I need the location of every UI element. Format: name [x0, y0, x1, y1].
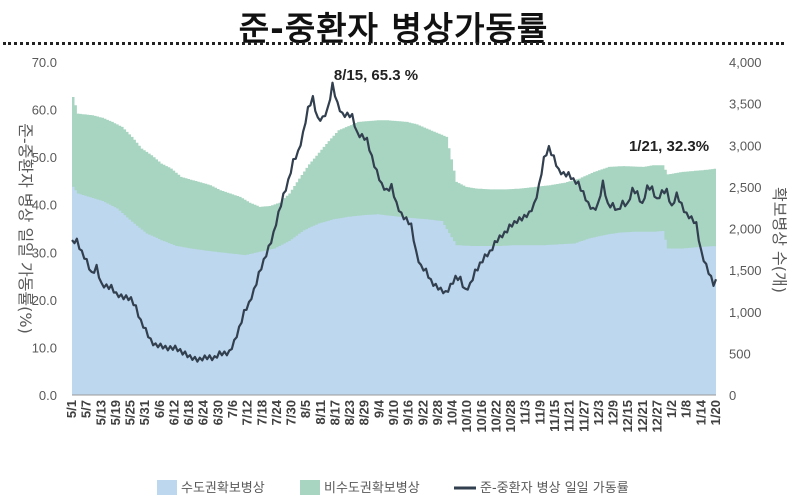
legend-label-capital: 수도권확보병상	[181, 481, 265, 496]
chart-title: 준-중환자 병상가동률	[238, 9, 549, 48]
y-left-tick-label: 70.0	[32, 55, 57, 70]
y-left-tick-label: 20.0	[32, 293, 57, 308]
x-tick-label: 10/16	[474, 400, 489, 433]
x-tick-label: 5/7	[79, 400, 94, 418]
x-tick-label: 12/3	[591, 400, 606, 425]
legend-swatch-noncapital	[300, 480, 320, 495]
x-tick-label: 5/1	[64, 400, 79, 418]
y-left-tick-label: 30.0	[32, 245, 57, 260]
y-right-tick-label: 4,000	[729, 55, 762, 70]
x-tick-label: 6/24	[196, 399, 211, 425]
x-tick-label: 9/16	[401, 400, 416, 425]
peak-annotation: 8/15, 65.3 %	[334, 67, 418, 84]
y-left-tick-label: 50.0	[32, 150, 57, 165]
x-tick-label: 8/11	[313, 400, 328, 425]
x-tick-label: 8/29	[357, 400, 372, 425]
x-tick-label: 7/12	[240, 400, 255, 425]
utilization-line	[71, 81, 718, 363]
x-tick-label: 6/30	[210, 400, 225, 425]
x-tick-label: 10/10	[459, 400, 474, 433]
x-tick-label: 6/12	[166, 400, 181, 425]
x-tick-label: 8/5	[298, 400, 313, 418]
x-tick-label: 11/21	[562, 400, 577, 432]
x-tick-label: 6/6	[152, 400, 167, 418]
x-tick-label: 8/23	[342, 400, 357, 425]
x-tick-label: 11/3	[518, 400, 533, 425]
x-tick-label: 7/24	[269, 399, 284, 425]
x-tick-label: 7/6	[225, 400, 240, 418]
x-tick-label: 10/22	[488, 400, 503, 433]
x-tick-label: 5/19	[108, 400, 123, 425]
x-tick-label: 1/20	[708, 400, 723, 425]
x-tick-label: 1/8	[679, 400, 694, 418]
x-tick-label: 10/28	[503, 400, 518, 433]
title-divider	[3, 42, 784, 45]
y-right-tick-label: 3,000	[729, 138, 762, 153]
legend-swatch-capital	[157, 480, 177, 495]
x-tick-label: 11/15	[547, 400, 562, 432]
y-left-axis-title: 준-중환자 병상 일일 가동률(%)	[16, 123, 35, 334]
x-tick-label: 9/28	[430, 400, 445, 425]
latest-annotation: 1/21, 32.3%	[629, 138, 709, 155]
x-tick-label: 6/18	[181, 400, 196, 425]
x-tick-label: 9/10	[386, 400, 401, 425]
y-right-axis-title: 확보병상 수(개)	[770, 187, 787, 293]
legend-label-noncapital: 비수도권확보병상	[324, 481, 420, 496]
y-right-tick-label: 2,500	[729, 180, 762, 195]
x-tick-label: 5/13	[93, 400, 108, 425]
y-left-tick-label: 10.0	[32, 340, 57, 355]
x-tick-label: 9/22	[415, 400, 430, 425]
x-tick-label: 7/30	[284, 400, 299, 425]
y-right-tick-label: 1,000	[729, 305, 762, 320]
y-right-tick-label: 0	[729, 388, 736, 403]
x-tick-label: 1/14	[693, 399, 708, 425]
x-tick-label: 10/4	[445, 399, 460, 425]
x-tick-label: 5/25	[123, 400, 138, 425]
y-left-tick-label: 60.0	[32, 103, 57, 118]
x-tick-label: 5/31	[137, 400, 152, 425]
y-right-tick-label: 500	[729, 346, 751, 361]
x-tick-label: 11/9	[532, 400, 547, 425]
x-tick-label: 11/27	[576, 400, 591, 432]
x-tick-label: 7/18	[254, 400, 269, 425]
x-tick-label: 1/2	[664, 400, 679, 418]
y-left-tick-label: 40.0	[32, 198, 57, 213]
x-tick-label: 12/21	[635, 400, 650, 433]
x-tick-label: 8/17	[327, 400, 342, 425]
x-tick-label: 12/9	[606, 400, 621, 425]
y-right-tick-label: 3,500	[729, 97, 762, 112]
x-tick-label: 12/27	[649, 400, 664, 433]
y-left-tick-label: 0.0	[39, 388, 57, 403]
legend-label-line: 준-중환자 병상 일일 가동률	[480, 481, 629, 496]
y-right-tick-label: 2,000	[729, 222, 762, 237]
y-right-tick-label: 1,500	[729, 263, 762, 278]
x-tick-label: 9/4	[371, 399, 386, 418]
x-tick-label: 12/15	[620, 400, 635, 433]
